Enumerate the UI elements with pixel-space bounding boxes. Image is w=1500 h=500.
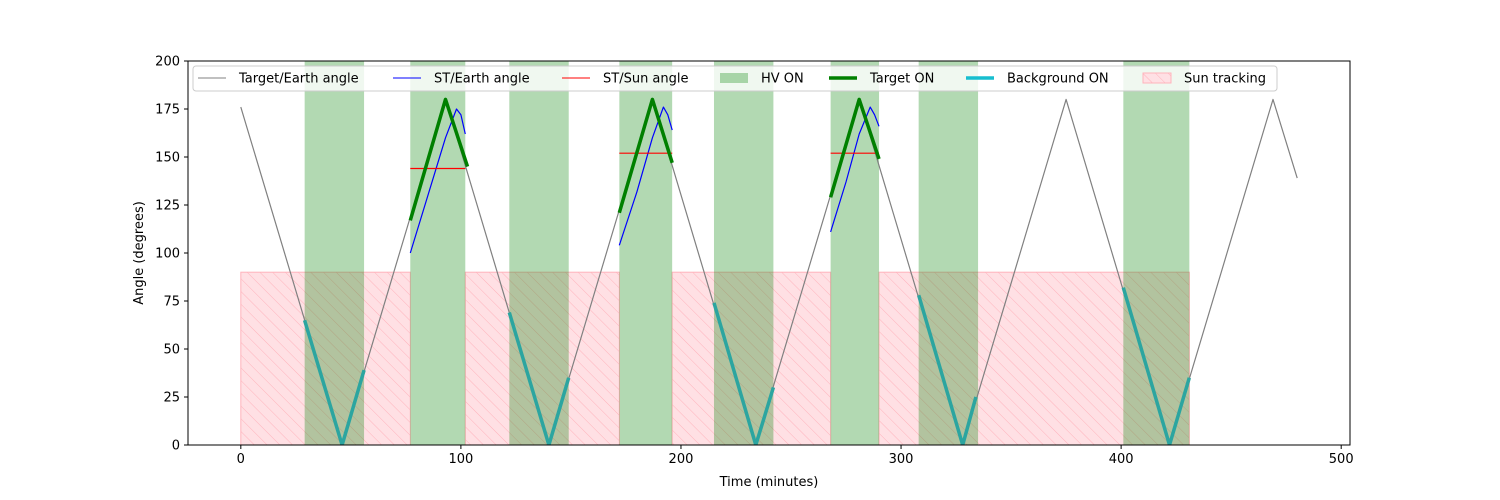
y-tick-label: 25 [163, 391, 180, 406]
background-on-line [917, 294, 978, 445]
legend-label: Target/Earth angle [238, 72, 359, 87]
legend-label: HV ON [761, 72, 804, 87]
y-tick-label: 150 [155, 151, 180, 166]
hv-on-span [713, 61, 774, 445]
st-earth-line [409, 108, 466, 254]
shaded-spans [240, 61, 1190, 445]
x-tick-label: 300 [889, 452, 914, 467]
sun-tracking-hatch [672, 272, 831, 445]
background-on-line [712, 302, 776, 445]
sun-tracking-edge [671, 271, 832, 445]
target-on-line [408, 97, 470, 221]
background-on-line [302, 319, 366, 445]
x-tick-label: 0 [237, 452, 245, 467]
y-tick-label: 0 [172, 439, 180, 454]
sun-tracking-hatch [465, 272, 620, 445]
y-tick-label: 50 [163, 343, 180, 358]
x-tick-label: 100 [448, 452, 473, 467]
y-tick-label: 200 [155, 55, 180, 70]
hv-on-span [304, 61, 365, 445]
legend-label: Target ON [869, 72, 934, 87]
sun-tracking-hatch [240, 272, 411, 445]
y-tick-label: 125 [155, 199, 180, 214]
hv-on-span [918, 61, 979, 445]
legend-box [192, 65, 1278, 92]
hv-on-span [410, 61, 466, 445]
legend-swatch [720, 73, 748, 83]
y-tick-label: 75 [163, 295, 180, 310]
background-on-line [1121, 287, 1191, 445]
sun-tracking-edge [240, 271, 411, 445]
y-tick-label: 100 [155, 247, 180, 262]
plot-lines [240, 97, 1298, 445]
sun-tracking-hatch [879, 272, 1190, 445]
axes: 0 100 200 300 400 500 0 25 50 75 100 125 150 175 200 [155, 55, 1353, 468]
legend-label: ST/Sun angle [603, 72, 689, 87]
legend: Target/Earth angle ST/Earth angle ST/Sun a… [192, 65, 1278, 92]
x-tick-label: 500 [1329, 452, 1354, 467]
x-axis-label: Time (minutes) [719, 475, 819, 490]
target-on-line [828, 97, 881, 198]
sun-tracking-edge [878, 271, 1190, 445]
hv-on-span [830, 61, 880, 445]
legend-swatch-hatch [1143, 73, 1171, 83]
background-on-line [507, 311, 571, 445]
hv-on-span [1123, 61, 1190, 445]
x-tick-label: 400 [1109, 452, 1134, 467]
sun-tracking-edge [464, 271, 620, 445]
hv-on-span [509, 61, 569, 445]
y-tick-label: 175 [155, 103, 180, 118]
legend-label: Sun tracking [1184, 72, 1266, 87]
target-on-line [617, 97, 674, 214]
x-tick-label: 200 [669, 452, 694, 467]
legend-label: Background ON [1007, 72, 1109, 87]
legend-label: ST/Earth angle [434, 72, 530, 87]
y-axis-label: Angle (degrees) [132, 201, 147, 305]
